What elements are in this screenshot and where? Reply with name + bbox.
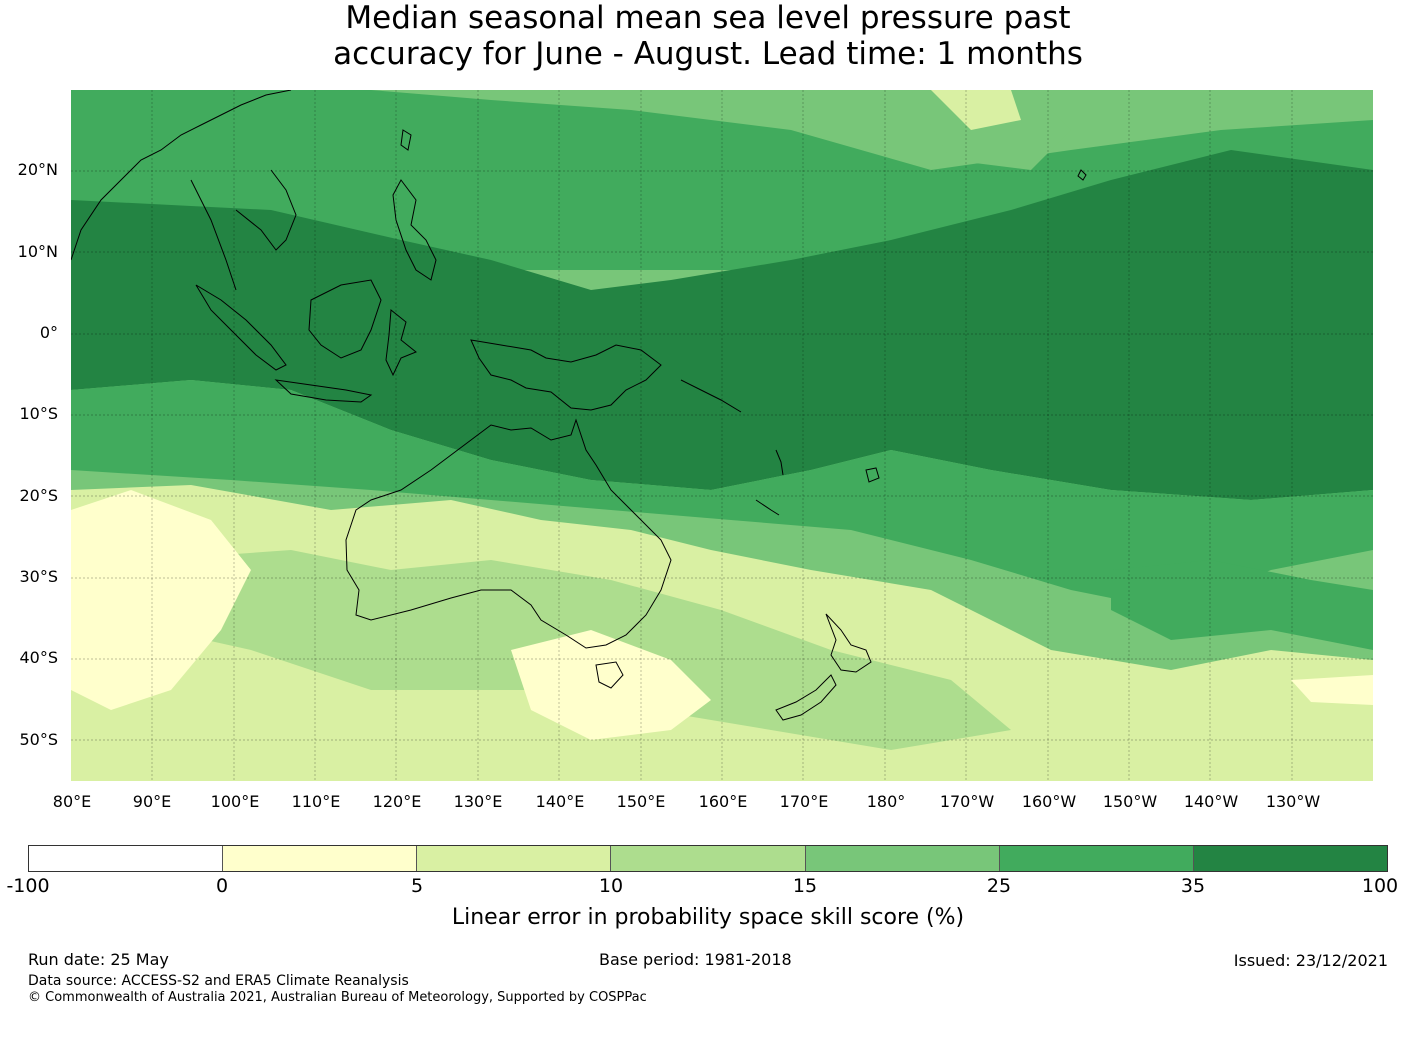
- lat-label-50s: 50°S: [19, 730, 58, 749]
- low-skill-patch-north: [931, 90, 1021, 130]
- skill-score-map: [71, 90, 1373, 781]
- tasmania-coastline: [595, 661, 624, 689]
- new-zealand-north-coastline: [825, 613, 872, 673]
- chart-title: Median seasonal mean sea level pressure …: [0, 0, 1416, 72]
- hawaii-coastline: [1077, 169, 1087, 181]
- title-line-1: Median seasonal mean sea level pressure …: [345, 0, 1071, 36]
- lon-label-150e: 150°E: [616, 792, 666, 811]
- philippines-coastline: [392, 179, 437, 281]
- lon-label-140e: 140°E: [535, 792, 585, 811]
- colorbar-tick: 25: [986, 875, 1012, 897]
- sulawesi-coastline: [385, 309, 417, 377]
- mainland-asia-coastline: [71, 90, 297, 291]
- colorbar-segment: [417, 846, 612, 871]
- colorbar-tick: -100: [6, 875, 50, 897]
- graticule: [71, 90, 1373, 781]
- high-skill-region-southeast: [1111, 560, 1373, 650]
- lon-label-160e: 160°E: [698, 792, 748, 811]
- base-period: Base period: 1981-2018: [599, 950, 792, 969]
- copyright: © Commonwealth of Australia 2021, Austra…: [28, 990, 647, 1005]
- lon-label-90e: 90°E: [132, 792, 172, 811]
- vanuatu-coastline: [775, 449, 784, 476]
- high-skill-region-south: [71, 380, 1373, 610]
- colorbar-tick: 35: [1180, 875, 1206, 897]
- australia-coastline: [345, 418, 672, 649]
- lat-label-40s: 40°S: [19, 648, 58, 667]
- lon-label-170w: 170°W: [939, 792, 995, 811]
- lon-label-80e: 80°E: [52, 792, 92, 811]
- lon-label-140w: 140°W: [1183, 792, 1239, 811]
- lat-label-0: 0°: [39, 323, 58, 342]
- colorbar-segment: [1193, 846, 1387, 871]
- lat-label-30s: 30°S: [19, 567, 58, 586]
- lon-label-170e: 170°E: [779, 792, 829, 811]
- lat-label-10n: 10°N: [17, 242, 58, 261]
- lon-label-130e: 130°E: [453, 792, 503, 811]
- run-date: Run date: 25 May: [28, 950, 169, 969]
- taiwan-coastline: [400, 129, 412, 151]
- colorbar-segment: [805, 846, 1000, 871]
- java-coastline: [274, 379, 373, 403]
- lon-label-130w: 130°W: [1265, 792, 1321, 811]
- colorbar-label: Linear error in probability space skill …: [451, 905, 965, 930]
- colorbar-segment: [29, 846, 224, 871]
- colorbar-segment: [611, 846, 806, 871]
- title-line-2: accuracy for June - August. Lead time: 1…: [333, 36, 1083, 72]
- colorbar-tick: 5: [410, 875, 424, 897]
- lon-label-150w: 150°W: [1102, 792, 1158, 811]
- fiji-coastline: [865, 467, 880, 483]
- colorbar-tick: 10: [598, 875, 624, 897]
- lat-label-20n: 20°N: [17, 160, 58, 179]
- very-low-skill-south: [511, 630, 711, 740]
- lon-label-110e: 110°E: [291, 792, 341, 811]
- new-zealand-south-coastline: [775, 674, 837, 721]
- colorbar-segment: [223, 846, 418, 871]
- colorbar: [28, 845, 1388, 872]
- new-caledonia-coastline: [755, 499, 780, 516]
- colorbar-tick: 15: [792, 875, 818, 897]
- solomon-islands-coastline: [680, 379, 742, 413]
- very-low-skill-far-east: [1291, 675, 1373, 705]
- lon-label-180: 180°: [866, 792, 906, 811]
- sumatra-coastline: [195, 284, 287, 371]
- colorbar-tick: 100: [1361, 875, 1399, 897]
- issued-date: Issued: 23/12/2021: [1233, 951, 1388, 970]
- data-source: Data source: ACCESS-S2 and ERA5 Climate …: [28, 973, 409, 989]
- lon-label-120e: 120°E: [372, 792, 422, 811]
- coastlines: [71, 90, 1087, 721]
- very-low-skill-west: [71, 490, 251, 710]
- lat-label-20s: 20°S: [19, 486, 58, 505]
- borneo-coastline: [308, 279, 382, 359]
- new-guinea-coastline: [470, 339, 662, 411]
- very-high-skill-band: [71, 150, 1373, 500]
- lon-label-100e: 100°E: [210, 792, 260, 811]
- lat-label-10s: 10°S: [19, 404, 58, 423]
- lon-label-160w: 160°W: [1021, 792, 1077, 811]
- colorbar-segment: [999, 846, 1194, 871]
- colorbar-tick: 0: [215, 875, 229, 897]
